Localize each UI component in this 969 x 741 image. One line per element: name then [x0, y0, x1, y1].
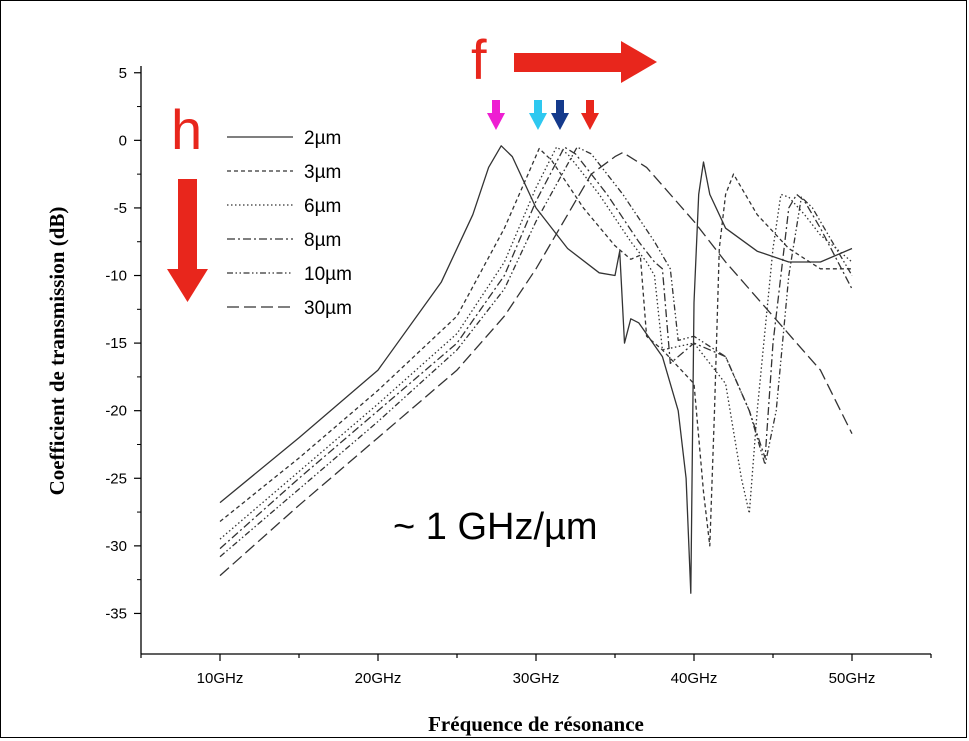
y-tick-label: 0 [119, 132, 127, 149]
thickness-letter: h [171, 98, 202, 161]
series-line-6 [219, 151, 853, 577]
y-tick-label: -35 [105, 605, 127, 622]
x-tick-label: 20GHz [355, 670, 402, 687]
x-tick-label: 10GHz [197, 670, 244, 687]
y-tick-label: -25 [105, 470, 127, 487]
series-line-3 [219, 146, 853, 540]
thickness-arrow-icon [167, 179, 208, 302]
frequency-letter: f [471, 28, 487, 91]
x-tick-label: 30GHz [513, 670, 560, 687]
x-tick-label: 50GHz [829, 670, 876, 687]
y-tick-label: -15 [105, 335, 127, 352]
legend-label: 2µm [304, 128, 341, 149]
axes: 5 0 -5 -10 -15 -20 -25 -30 -35 10GHz 20GHz 30GHz 40G… [105, 65, 932, 687]
x-tick-label: 40GHz [671, 670, 718, 687]
y-tick-label: -30 [105, 538, 127, 555]
legend-label: 8µm [304, 230, 341, 251]
series-line-4 [219, 146, 853, 550]
y-tick-label: 5 [119, 65, 127, 82]
rate-annotation: ~ 1 GHz/µm [393, 506, 598, 548]
peak-arrow-red-icon [581, 100, 599, 130]
series-line-2 [219, 147, 852, 547]
frequency-arrow-icon [514, 41, 657, 83]
y-tick-label: -20 [105, 403, 127, 420]
y-tick-label: -5 [114, 200, 127, 217]
peak-arrow-cyan-icon [529, 100, 547, 130]
legend-label: 6µm [304, 196, 341, 217]
series-line-1 [219, 145, 853, 594]
legend-label: 30µm [304, 298, 352, 319]
series-layer [219, 145, 853, 594]
legend-label: 3µm [304, 162, 341, 183]
x-axis-title: Fréquence de résonance [428, 712, 644, 736]
peak-arrow-navy-icon [551, 100, 569, 130]
y-tick-label: -10 [105, 268, 127, 285]
legend: 2µm 3µm 6µm 8µm 10µm 30µm [227, 128, 352, 319]
peak-arrow-magenta-icon [487, 100, 505, 130]
legend-label: 10µm [304, 264, 352, 285]
y-axis-title: Coefficient de transmission (dB) [45, 207, 69, 496]
series-line-5 [219, 146, 853, 558]
